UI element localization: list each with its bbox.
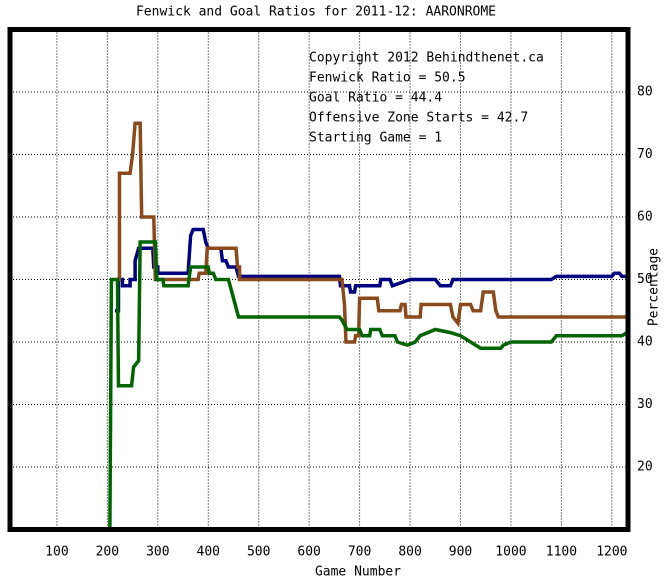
y-tick-label: 60 [637, 210, 653, 225]
legend-entry: Offensive Zone Starts = 42.7 [309, 111, 528, 126]
y-tick-label: 70 [637, 147, 653, 162]
x-tick-label: 600 [297, 545, 320, 560]
x-tick-label: 100 [45, 545, 68, 560]
legend-entry: Fenwick Ratio = 50.5 [309, 71, 466, 86]
plot-border [7, 27, 631, 532]
y-tick-label: 40 [637, 335, 653, 350]
x-tick-label: 800 [398, 545, 421, 560]
x-tick-label: 1100 [546, 545, 577, 560]
x-tick-label: 500 [247, 545, 270, 560]
x-tick-label: 1200 [596, 545, 627, 560]
y-tick-label: 50 [637, 272, 653, 287]
series-line [116, 121, 627, 344]
legend-entry: Goal Ratio = 44.4 [309, 91, 442, 106]
y-tick-label: 80 [637, 85, 653, 100]
y-tick-label: 20 [637, 460, 653, 475]
x-tick-label: 200 [96, 545, 119, 560]
series-line [108, 240, 628, 530]
annotation: Copyright 2012 Behindthenet.ca [309, 51, 544, 66]
annotation: Starting Game = 1 [309, 131, 442, 146]
x-tick-label: 400 [197, 545, 220, 560]
x-tick-label: 900 [449, 545, 472, 560]
y-axis-label: Percentage [647, 248, 662, 326]
chart-title: Fenwick and Goal Ratios for 2011-12: AAR… [136, 5, 496, 20]
series-line [114, 227, 627, 313]
x-axis-label: Game Number [315, 565, 401, 580]
y-tick-label: 30 [637, 397, 653, 412]
x-tick-label: 700 [348, 545, 371, 560]
x-tick-label: 300 [146, 545, 169, 560]
x-tick-label: 1000 [495, 545, 526, 560]
